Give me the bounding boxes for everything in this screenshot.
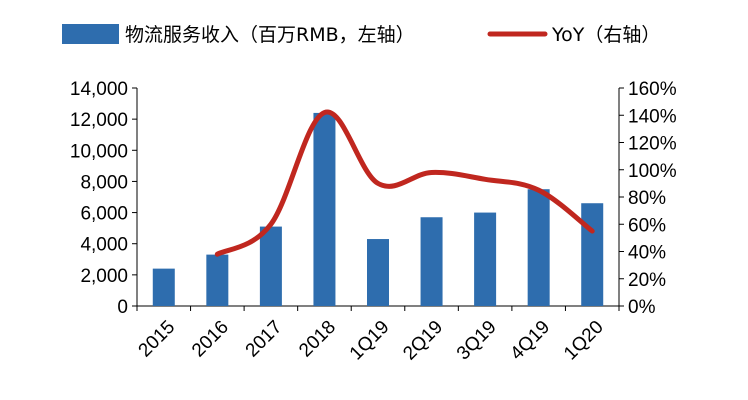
bar	[259, 226, 282, 306]
left-tick-label: 12,000	[70, 110, 128, 131]
legend: 物流服务收入（百万RMB，左轴） YoY（右轴）	[62, 24, 660, 46]
x-tick-label: 2016	[188, 317, 233, 362]
x-tick-label: 1Q20	[560, 317, 608, 365]
right-tick-label: 0%	[628, 297, 656, 318]
yoy-line	[214, 109, 595, 257]
left-tick-label: 2,000	[80, 266, 128, 287]
x-tick-label: 1Q19	[346, 317, 394, 365]
legend-label-bar: 物流服务收入（百万RMB，左轴）	[125, 24, 415, 46]
x-tick-label: 2018	[295, 317, 340, 362]
left-tick-label: 6,000	[80, 204, 128, 225]
right-tick-label: 140%	[628, 106, 677, 127]
x-tick-label: 2017	[242, 317, 287, 362]
left-tick-label: 8,000	[80, 172, 128, 193]
bar	[581, 203, 604, 306]
right-tick-label: 40%	[628, 243, 666, 264]
x-tick-label: 4Q19	[506, 317, 554, 365]
x-tick-label: 2015	[135, 317, 180, 362]
legend-swatch-bar	[62, 24, 119, 44]
right-tick-label: 80%	[628, 188, 666, 209]
left-tick-label: 10,000	[70, 141, 128, 162]
left-tick-label: 4,000	[80, 235, 128, 256]
bar	[313, 112, 336, 307]
left-tick-label: 0	[117, 297, 128, 318]
right-tick-label: 60%	[628, 215, 666, 236]
bar	[420, 217, 443, 306]
right-tick-label: 20%	[628, 270, 666, 291]
bar	[474, 212, 497, 306]
legend-label-line: YoY（右轴）	[551, 24, 660, 46]
x-tick-label: 2Q19	[399, 317, 447, 365]
right-tick-label: 120%	[628, 134, 677, 155]
bar	[367, 239, 389, 306]
bar-series	[152, 112, 604, 307]
x-tick-label: 3Q19	[453, 317, 501, 365]
right-tick-label: 160%	[628, 79, 677, 100]
line-series	[214, 109, 595, 257]
bar	[527, 189, 550, 306]
left-tick-label: 14,000	[70, 79, 128, 100]
right-tick-label: 100%	[628, 161, 677, 182]
bar	[206, 254, 229, 306]
bar	[152, 268, 175, 306]
